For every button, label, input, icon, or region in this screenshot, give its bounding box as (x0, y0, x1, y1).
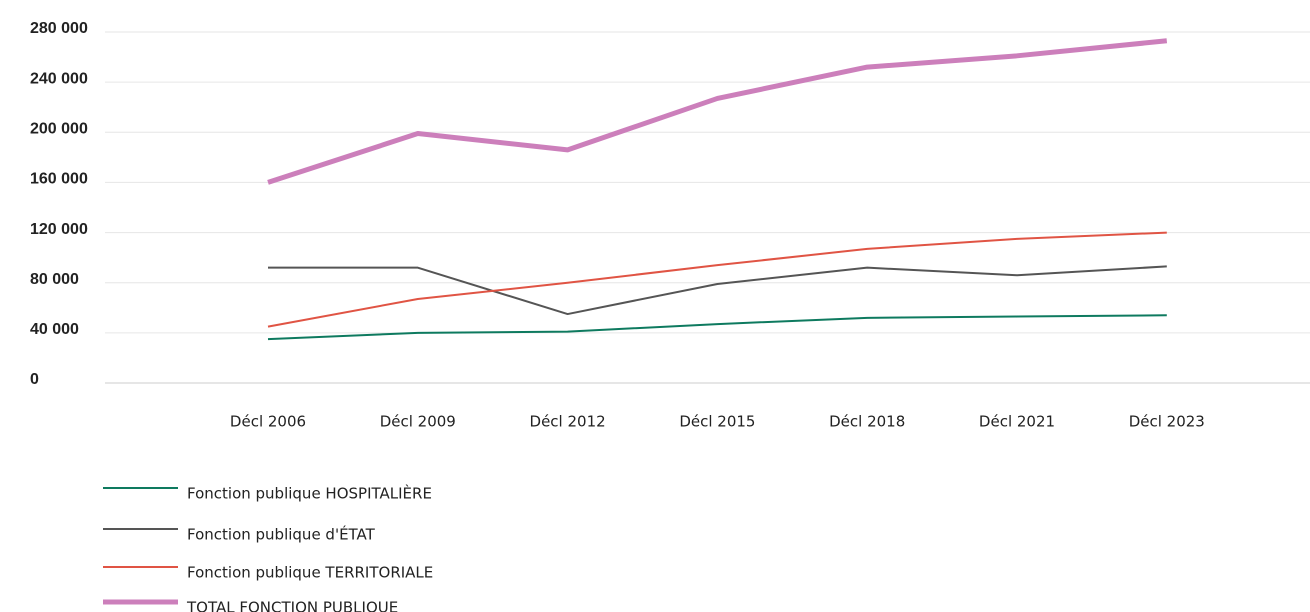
x-tick-label: Décl 2021 (979, 413, 1055, 431)
y-tick-label: 280 000 (30, 20, 88, 37)
y-tick-label: 120 000 (30, 221, 88, 238)
y-tick-label: 40 000 (30, 321, 79, 338)
series-line (267, 38, 1168, 185)
y-tick-label: 240 000 (30, 70, 88, 87)
legend-label: TOTAL FONCTION PUBLIQUE (186, 599, 398, 612)
x-tick-label: Décl 2009 (380, 413, 456, 431)
legend-label: Fonction publique TERRITORIALE (187, 564, 433, 582)
series-line (267, 231, 1167, 328)
legend-label: Fonction publique HOSPITALIÈRE (187, 484, 432, 503)
series-line (268, 265, 1167, 316)
y-tick-label: 0 (30, 371, 39, 388)
x-tick-label: Décl 2018 (829, 413, 905, 431)
x-tick-label: Décl 2012 (530, 413, 606, 431)
x-tick-label: Décl 2023 (1129, 413, 1205, 431)
x-tick-label: Décl 2006 (230, 413, 306, 431)
y-tick-label: 160 000 (30, 171, 88, 188)
y-tick-label: 80 000 (30, 271, 79, 288)
legend-label: Fonction publique d'ÉTAT (187, 525, 376, 544)
series-line (267, 314, 1167, 341)
y-tick-label: 200 000 (30, 121, 88, 138)
x-tick-label: Décl 2015 (679, 413, 755, 431)
